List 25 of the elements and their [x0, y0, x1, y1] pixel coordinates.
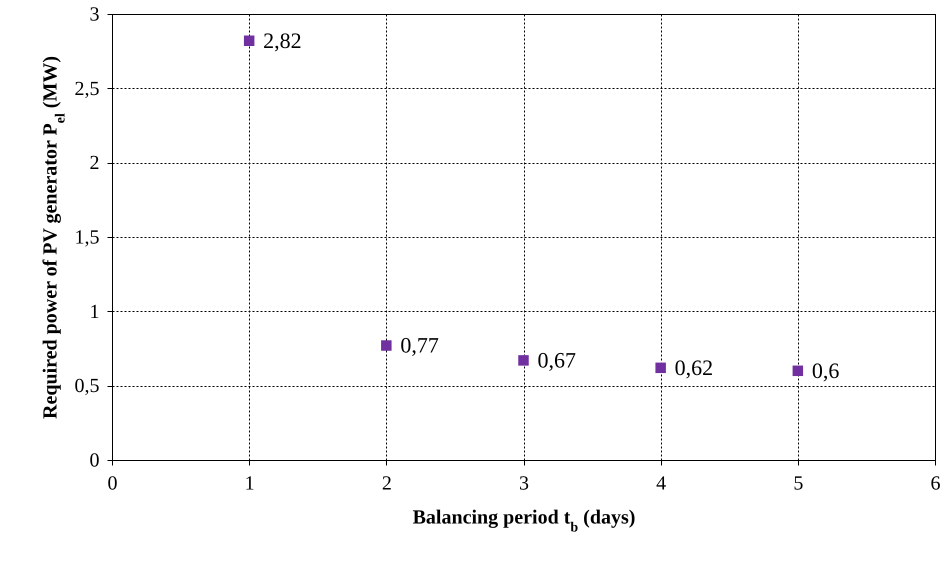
x-tick-label: 6 — [930, 472, 940, 494]
data-label: 2,82 — [263, 28, 302, 53]
x-tick-label: 1 — [244, 472, 255, 494]
x-tick-label: 5 — [793, 472, 804, 494]
y-tick-label: 0,5 — [74, 375, 100, 398]
data-label: 0,77 — [400, 332, 439, 358]
y-tick-label: 1,5 — [74, 226, 100, 248]
y-tick-label: 0 — [90, 450, 100, 472]
x-axis-title: Balancing period t$_{b}$ (days) — [412, 506, 636, 535]
y-tick-label: 2,5 — [74, 78, 100, 100]
x-tick-label: 3 — [519, 472, 529, 494]
x-tick-label: 0 — [108, 472, 118, 494]
x-tick-label: 4 — [656, 472, 666, 494]
point — [655, 362, 666, 374]
y-tick-label: 2 — [90, 152, 100, 174]
point — [244, 36, 254, 46]
point — [792, 366, 804, 376]
y-tick-label: 3 — [90, 4, 100, 26]
point — [381, 340, 392, 351]
y-tick-label: 1 — [90, 300, 100, 323]
point — [518, 355, 529, 366]
data-label: 0,6 — [812, 358, 840, 383]
data-label: 0,62 — [674, 354, 714, 380]
data-label: 0,67 — [538, 347, 576, 372]
x-tick-label: 2 — [382, 472, 392, 494]
